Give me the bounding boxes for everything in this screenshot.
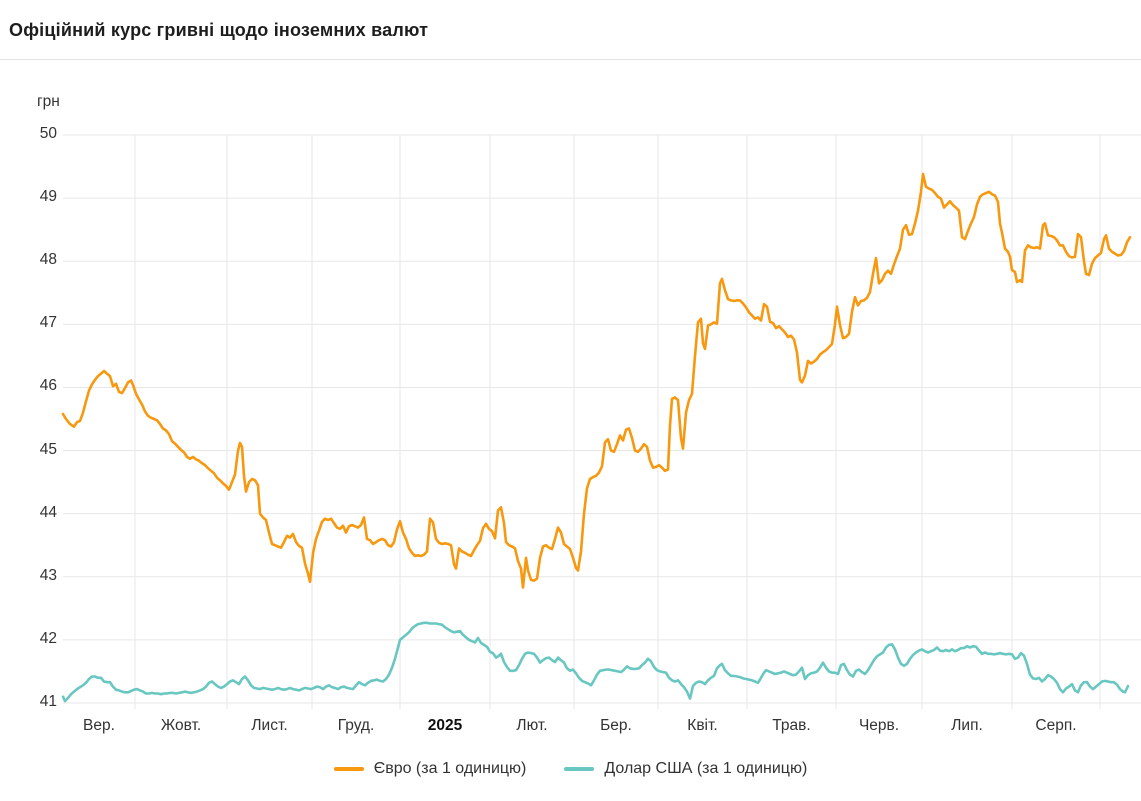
y-axis-tick-label: 43 [39, 566, 57, 584]
page-header: Офіційний курс гривні щодо іноземних вал… [0, 0, 1141, 60]
usd-line [61, 621, 1130, 703]
legend-label-euro: Євро (за 1 одиницю) [373, 760, 527, 777]
y-axis-unit-label: грн [37, 93, 60, 110]
legend-label-usd: Долар США (за 1 одиницю) [604, 760, 808, 777]
y-axis-tick-label: 42 [39, 629, 57, 647]
x-axis-tick-label: Лют. [516, 717, 548, 734]
x-axis-tick-label: 2025 [427, 717, 463, 734]
x-axis-tick-label: Лип. [951, 717, 983, 734]
y-axis-tick-label: 41 [39, 693, 57, 710]
x-axis-tick-label: Вер. [83, 717, 115, 734]
y-axis-tick-label: 49 [39, 188, 57, 206]
x-axis-tick-label: Черв. [858, 717, 900, 734]
y-axis-tick-label: 44 [39, 503, 57, 521]
x-axis-tick-label: Квіт. [687, 717, 718, 734]
euro-line [61, 172, 1132, 589]
usd-line-swatch-icon [564, 767, 595, 771]
chart-legend: Євро (за 1 одиницю) Долар США (за 1 один… [0, 760, 1141, 778]
x-axis-tick-label: Жовт. [160, 717, 202, 734]
y-axis-tick-label: 46 [39, 377, 57, 395]
y-axis-tick-label: 48 [39, 251, 57, 269]
exchange-rate-chart: грн 41 42 43 44 45 46 47 48 49 50 Вер. Жовт. Лист. Г… [0, 60, 1141, 801]
y-axis-tick-label: 50 [39, 125, 57, 142]
y-axis-tick-label: 47 [39, 314, 57, 332]
y-axis-tick-label: 45 [39, 440, 57, 458]
x-axis-tick-label: Лист. [251, 717, 288, 734]
page-title: Офіційний курс гривні щодо іноземних вал… [9, 20, 429, 40]
x-axis-tick-label: Груд. [337, 717, 375, 734]
x-axis-tick-label: Серп. [1035, 717, 1077, 734]
x-axis-tick-label: Трав. [772, 717, 811, 734]
x-axis-tick-label: Бер. [600, 717, 632, 734]
euro-line-swatch-icon [333, 767, 364, 771]
legend-item-usd[interactable]: Долар США (за 1 одиницю) [564, 760, 807, 778]
legend-item-euro[interactable]: Євро (за 1 одиницю) [333, 760, 527, 778]
